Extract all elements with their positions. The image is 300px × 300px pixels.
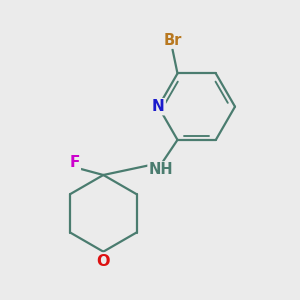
Text: NH: NH — [148, 162, 173, 177]
Text: Br: Br — [163, 33, 182, 48]
Text: N: N — [152, 99, 165, 114]
Text: O: O — [97, 254, 110, 268]
Text: F: F — [70, 155, 80, 170]
